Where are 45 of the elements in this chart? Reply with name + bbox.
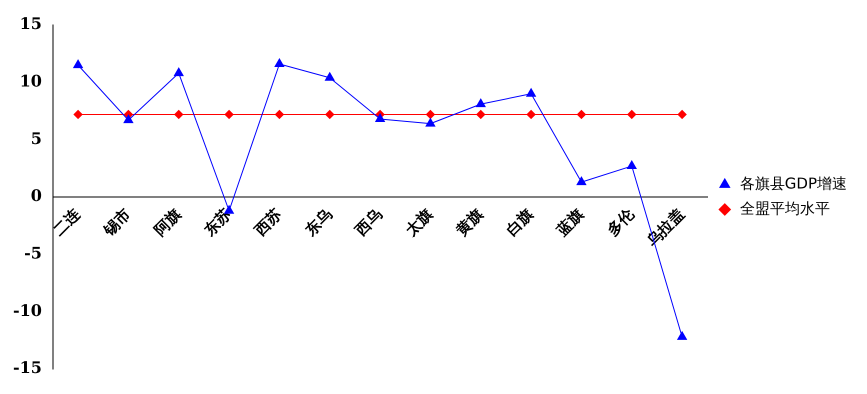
x-tick-label: 西乌 [351,205,386,240]
point [576,176,586,186]
point [124,114,134,124]
point [476,98,486,108]
point [526,110,536,119]
x-tick-label: 黄旗 [452,205,486,240]
x-tick-label: 西苏 [250,205,285,240]
x-tick-label: 阿旗 [150,205,184,240]
y-tick-label: 15 [20,14,42,34]
point [576,110,586,119]
point [174,110,184,119]
point [626,160,637,170]
x-tick-label: 东苏 [200,205,235,240]
point [375,114,385,122]
point [274,110,284,119]
point [325,110,334,119]
point [73,60,83,68]
x-tick-label: 多伦 [603,204,638,240]
x-tick-label: 乌拉盖 [642,205,688,250]
x-tick-label: 二连 [50,204,84,240]
y-tick-label: 10 [20,71,42,90]
point [174,68,184,76]
point [426,110,435,119]
point [677,331,687,340]
y-tick-label: 0 [30,186,42,206]
y-tick-label: -10 [13,300,42,320]
point [426,118,436,127]
legend-label: 全盟平均水平 [740,199,830,218]
x-tick-label: 东乌 [300,205,336,240]
point [74,110,83,119]
x-tick-label: 白旗 [502,205,537,240]
y-tick-label: -15 [13,358,42,378]
y-tick-label: 5 [30,128,42,148]
y-tick-label: -5 [24,243,42,262]
x-tick-label: 锡市 [99,205,134,240]
x-tick-label: 蓝旗 [552,205,588,240]
point [526,88,536,97]
x-tick-label: 太旗 [401,205,436,240]
point [324,72,335,81]
point [274,58,284,67]
legend-label: 各旗县GDP增速 [740,174,848,192]
point [224,110,234,119]
point [678,110,687,119]
point [627,110,636,119]
point [476,110,486,119]
